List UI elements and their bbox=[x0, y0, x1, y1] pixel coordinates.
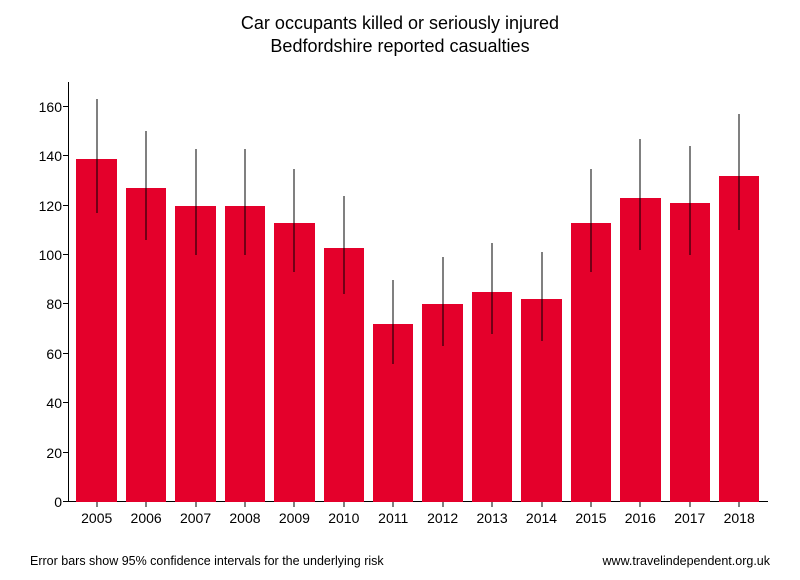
chart-title-line1: Car occupants killed or seriously injure… bbox=[0, 12, 800, 35]
x-tick-label: 2009 bbox=[279, 510, 310, 526]
error-bar bbox=[689, 146, 690, 255]
x-tick-label: 2015 bbox=[575, 510, 606, 526]
x-tick-label: 2012 bbox=[427, 510, 458, 526]
error-bar bbox=[739, 114, 740, 230]
x-tick-label: 2007 bbox=[180, 510, 211, 526]
x-tick-mark bbox=[492, 502, 493, 507]
x-tick-mark bbox=[294, 502, 295, 507]
x-tick-mark bbox=[541, 502, 542, 507]
footer-note-left: Error bars show 95% confidence intervals… bbox=[30, 554, 384, 568]
y-tick-label: 160 bbox=[39, 99, 62, 115]
y-tick-label: 120 bbox=[39, 198, 62, 214]
error-bar bbox=[96, 99, 97, 213]
x-tick-label: 2016 bbox=[625, 510, 656, 526]
footer-note-right: www.travelindependent.org.uk bbox=[603, 554, 770, 568]
x-tick-label: 2008 bbox=[229, 510, 260, 526]
x-tick-mark bbox=[96, 502, 97, 507]
bar-slot: 2017 bbox=[665, 82, 714, 502]
error-bar bbox=[541, 252, 542, 341]
bar-slot: 2018 bbox=[714, 82, 763, 502]
error-bar bbox=[343, 196, 344, 295]
x-tick-label: 2006 bbox=[131, 510, 162, 526]
error-bar bbox=[590, 169, 591, 273]
x-tick-mark bbox=[195, 502, 196, 507]
error-bar bbox=[195, 149, 196, 255]
x-tick-mark bbox=[146, 502, 147, 507]
x-tick-mark bbox=[590, 502, 591, 507]
x-tick-label: 2017 bbox=[674, 510, 705, 526]
error-bar bbox=[492, 243, 493, 334]
y-tick-label: 60 bbox=[46, 346, 62, 362]
error-bar bbox=[640, 139, 641, 250]
x-tick-label: 2010 bbox=[328, 510, 359, 526]
y-tick-label: 20 bbox=[46, 445, 62, 461]
y-tick-label: 80 bbox=[46, 296, 62, 312]
bar-slot: 2008 bbox=[220, 82, 269, 502]
y-tick-label: 140 bbox=[39, 148, 62, 164]
bars-group: 2005200620072008200920102011201220132014… bbox=[68, 82, 768, 502]
plot-area: 020406080100120140160 200520062007200820… bbox=[68, 82, 768, 502]
error-bar bbox=[393, 280, 394, 364]
y-tick-label: 0 bbox=[54, 494, 62, 510]
x-tick-mark bbox=[244, 502, 245, 507]
chart-title: Car occupants killed or seriously injure… bbox=[0, 12, 800, 59]
error-bar bbox=[294, 169, 295, 273]
error-bar bbox=[442, 257, 443, 346]
x-tick-mark bbox=[640, 502, 641, 507]
error-bar bbox=[146, 131, 147, 240]
chart-title-line2: Bedfordshire reported casualties bbox=[0, 35, 800, 58]
bar-slot: 2013 bbox=[467, 82, 516, 502]
bar-slot: 2006 bbox=[121, 82, 170, 502]
bar-slot: 2007 bbox=[171, 82, 220, 502]
bar-slot: 2005 bbox=[72, 82, 121, 502]
bar-slot: 2009 bbox=[270, 82, 319, 502]
x-tick-mark bbox=[739, 502, 740, 507]
x-tick-label: 2018 bbox=[724, 510, 755, 526]
chart-container: Car occupants killed or seriously injure… bbox=[0, 0, 800, 580]
y-tick-label: 40 bbox=[46, 395, 62, 411]
x-tick-label: 2011 bbox=[378, 510, 408, 526]
bar-slot: 2014 bbox=[517, 82, 566, 502]
x-tick-label: 2013 bbox=[477, 510, 508, 526]
error-bar bbox=[244, 149, 245, 255]
x-tick-label: 2014 bbox=[526, 510, 557, 526]
bar-slot: 2016 bbox=[616, 82, 665, 502]
x-tick-mark bbox=[442, 502, 443, 507]
bar-slot: 2011 bbox=[369, 82, 418, 502]
bar-slot: 2012 bbox=[418, 82, 467, 502]
bar-slot: 2010 bbox=[319, 82, 368, 502]
x-tick-mark bbox=[689, 502, 690, 507]
bar-slot: 2015 bbox=[566, 82, 615, 502]
y-tick-label: 100 bbox=[39, 247, 62, 263]
x-tick-label: 2005 bbox=[81, 510, 112, 526]
x-tick-mark bbox=[393, 502, 394, 507]
x-tick-mark bbox=[343, 502, 344, 507]
